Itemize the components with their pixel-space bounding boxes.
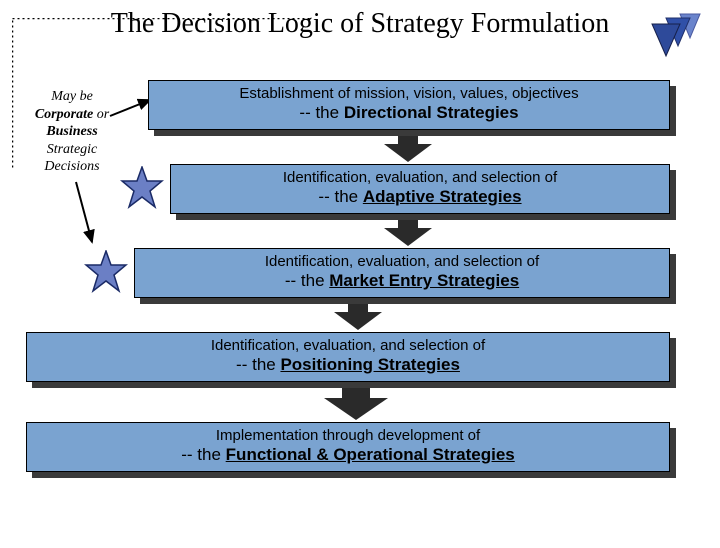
box-prefix: -- the — [285, 271, 329, 290]
flow-row-3: Identification, evaluation, and selectio… — [0, 332, 720, 420]
box-bold: Market Entry Strategies — [329, 271, 519, 290]
box-line1: Establishment of mission, vision, values… — [157, 85, 661, 102]
box-line1: Implementation through development of — [35, 427, 661, 444]
flow-row-1: Identification, evaluation, and selectio… — [0, 164, 720, 246]
strategy-box-functional: Implementation through development of --… — [26, 422, 670, 472]
box-bold: Functional & Operational Strategies — [226, 445, 515, 464]
strategy-box-market-entry: Identification, evaluation, and selectio… — [134, 248, 670, 298]
star-icon — [84, 250, 128, 299]
box-bold: Adaptive Strategies — [363, 187, 522, 206]
box-prefix: -- the — [318, 187, 362, 206]
box-line1: Identification, evaluation, and selectio… — [143, 253, 661, 270]
star-icon — [120, 166, 164, 215]
down-arrow-icon — [380, 132, 436, 162]
box-line1: Identification, evaluation, and selectio… — [35, 337, 661, 354]
box-line1: Identification, evaluation, and selectio… — [179, 169, 661, 186]
box-bold: Directional Strategies — [344, 103, 519, 122]
strategy-box-positioning: Identification, evaluation, and selectio… — [26, 332, 670, 382]
box-bold: Positioning Strategies — [280, 355, 459, 374]
strategy-box-directional: Establishment of mission, vision, values… — [148, 80, 670, 130]
down-arrow-icon — [330, 300, 386, 330]
box-prefix: -- the — [299, 103, 343, 122]
flow-stack: Establishment of mission, vision, values… — [0, 80, 720, 472]
strategy-box-adaptive: Identification, evaluation, and selectio… — [170, 164, 670, 214]
box-prefix: -- the — [236, 355, 280, 374]
flow-row-4: Implementation through development of --… — [0, 422, 720, 472]
corner-triangles-decoration — [642, 12, 712, 73]
down-arrow-icon — [320, 384, 392, 420]
down-arrow-icon — [380, 216, 436, 246]
flow-row-2: Identification, evaluation, and selectio… — [0, 248, 720, 330]
box-prefix: -- the — [181, 445, 225, 464]
flow-row-0: Establishment of mission, vision, values… — [0, 80, 720, 162]
